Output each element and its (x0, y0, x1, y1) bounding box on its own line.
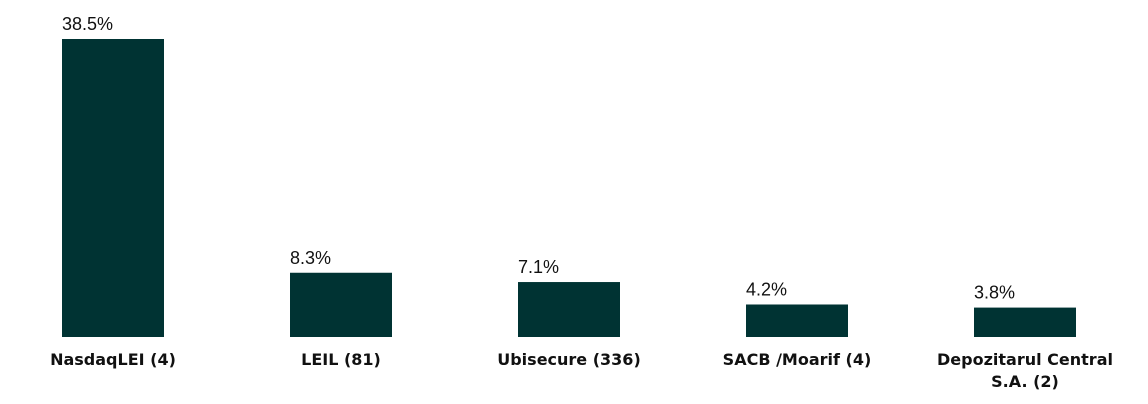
bar (974, 307, 1076, 337)
x-tick-label: LEIL (81) (301, 350, 381, 369)
value-label: 8.3% (290, 248, 331, 268)
value-label: 3.8% (974, 283, 1015, 303)
value-label: 7.1% (518, 257, 559, 277)
bar (62, 39, 164, 337)
x-tick-label: Ubisecure (336) (497, 350, 641, 369)
x-tick-label: SACB /Moarif (4) (722, 350, 872, 369)
bar (518, 282, 620, 337)
x-tick-label: NasdaqLEI (4) (50, 350, 176, 369)
x-tick-label: Depozitarul Central S.A. (2) (937, 350, 1113, 391)
value-label: 38.5% (62, 14, 113, 34)
bar (746, 304, 848, 337)
value-label: 4.2% (746, 279, 787, 299)
bar (290, 272, 392, 337)
